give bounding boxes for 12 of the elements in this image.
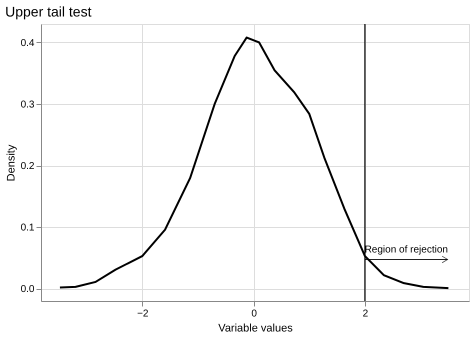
x-tick-label: 2	[362, 308, 369, 320]
y-tick-label: 0.0	[20, 284, 35, 296]
chart-title: Upper tail test	[5, 3, 92, 20]
x-axis-title: Variable values	[218, 322, 294, 334]
y-axis-title: Density	[6, 144, 18, 182]
x-tick-label: 0	[251, 308, 258, 320]
y-tick-label: 0.4	[20, 38, 35, 49]
x-tick-label: −2	[137, 308, 149, 320]
y-tick-label: 0.3	[20, 100, 35, 111]
annotation: Region of rejection	[364, 244, 448, 256]
y-tick-label: 0.1	[20, 222, 35, 234]
y-tick-label: 0.2	[20, 161, 35, 172]
